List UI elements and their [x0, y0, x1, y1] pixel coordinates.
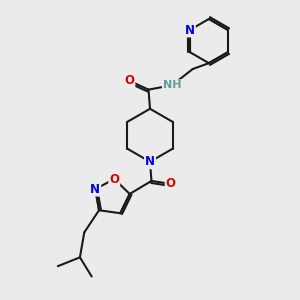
Text: O: O — [166, 177, 176, 190]
Text: N: N — [90, 183, 100, 196]
Text: NH: NH — [163, 80, 181, 90]
Text: N: N — [145, 155, 155, 168]
Text: O: O — [109, 172, 119, 185]
Text: O: O — [124, 74, 134, 87]
Text: N: N — [185, 23, 195, 37]
